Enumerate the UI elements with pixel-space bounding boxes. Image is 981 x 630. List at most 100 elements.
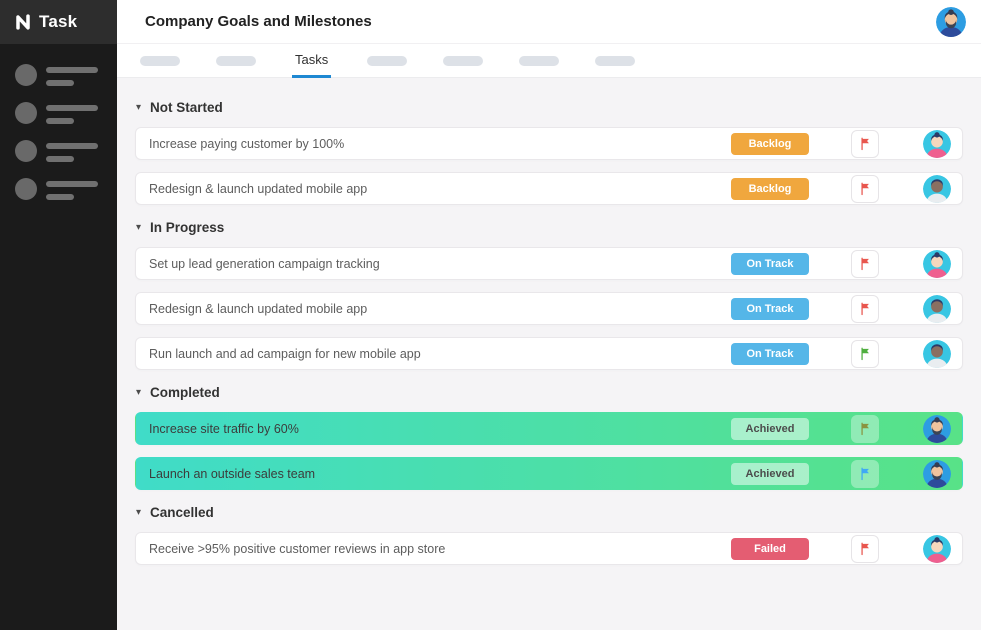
priority-flag-button[interactable] xyxy=(851,414,879,443)
task-row-actions: On Track xyxy=(731,339,951,368)
section-not-started: ▾ Not Started Increase paying customer by … xyxy=(135,100,963,205)
sidebar-item-text-placeholder xyxy=(46,64,98,86)
chevron-down-icon: ▾ xyxy=(136,506,142,518)
task-row[interactable]: Increase paying customer by 100% Backlog xyxy=(135,127,963,160)
chevron-down-icon: ▾ xyxy=(136,101,142,113)
flag-icon xyxy=(860,422,869,436)
tab-placeholder[interactable] xyxy=(595,55,636,66)
tab-placeholder[interactable] xyxy=(140,55,180,66)
task-title: Launch an outside sales team xyxy=(149,466,316,481)
person-avatar-icon xyxy=(923,459,951,488)
task-row[interactable]: Redesign & launch updated mobile app Back… xyxy=(135,172,963,205)
app-logo[interactable]: Task xyxy=(0,0,117,44)
sidebar-item-icon-placeholder xyxy=(15,140,37,162)
section-header-not-started[interactable]: ▾ Not Started xyxy=(136,100,963,115)
ntask-logo-icon xyxy=(16,14,30,30)
task-row[interactable]: Redesign & launch updated mobile app On T… xyxy=(135,292,963,325)
status-badge[interactable]: Backlog xyxy=(731,132,809,155)
person-avatar-icon xyxy=(923,174,951,203)
tab-placeholder[interactable] xyxy=(519,55,560,66)
priority-flag-button[interactable] xyxy=(851,174,879,203)
task-row[interactable]: Set up lead generation campaign tracking… xyxy=(135,247,963,280)
task-title: Increase paying customer by 100% xyxy=(149,136,345,151)
section-header-cancelled[interactable]: ▾ Cancelled xyxy=(136,505,963,520)
sidebar-item-icon-placeholder xyxy=(15,64,37,86)
flag-icon xyxy=(860,182,869,196)
priority-flag-button[interactable] xyxy=(851,459,879,488)
person-avatar-icon xyxy=(923,414,951,443)
assignee-avatar[interactable] xyxy=(923,414,951,443)
sidebar-item-text-placeholder xyxy=(46,178,98,200)
assignee-avatar[interactable] xyxy=(923,249,951,278)
sidebar-item-icon-placeholder xyxy=(15,102,37,124)
sidebar-item-placeholder[interactable] xyxy=(15,178,117,200)
task-title: Set up lead generation campaign tracking xyxy=(149,256,380,271)
section-label: In Progress xyxy=(150,220,225,235)
sidebar-item-icon-placeholder xyxy=(15,178,37,200)
priority-flag-button[interactable] xyxy=(851,294,879,323)
section-header-in-progress[interactable]: ▾ In Progress xyxy=(136,220,963,235)
user-avatar[interactable] xyxy=(936,6,966,37)
section-label: Not Started xyxy=(150,100,223,115)
task-title: Run launch and ad campaign for new mobil… xyxy=(149,346,421,361)
section-completed: ▾ Completed Increase site traffic by 60% Ac… xyxy=(135,385,963,490)
task-row[interactable]: Increase site traffic by 60% Achieved xyxy=(135,412,963,445)
person-avatar-icon xyxy=(923,534,951,563)
assignee-avatar[interactable] xyxy=(923,459,951,488)
status-badge[interactable]: On Track xyxy=(731,297,809,320)
person-avatar-icon xyxy=(923,249,951,278)
priority-flag-button[interactable] xyxy=(851,249,879,278)
assignee-avatar[interactable] xyxy=(923,294,951,323)
sidebar-item-placeholder[interactable] xyxy=(15,64,117,86)
status-badge[interactable]: On Track xyxy=(731,342,809,365)
section-label: Cancelled xyxy=(150,505,214,520)
task-title: Receive >95% positive customer reviews i… xyxy=(149,541,446,556)
person-avatar-icon xyxy=(936,6,966,37)
assignee-avatar[interactable] xyxy=(923,339,951,368)
sidebar-nav xyxy=(0,44,117,216)
task-row-actions: Achieved xyxy=(731,414,951,443)
flag-icon xyxy=(860,257,869,271)
page-title: Company Goals and Milestones xyxy=(145,13,372,30)
task-title: Redesign & launch updated mobile app xyxy=(149,181,368,196)
person-avatar-icon xyxy=(923,339,951,368)
main-panel: Company Goals and Milestones Tasks ▾ Not … xyxy=(117,0,981,630)
tab-tasks[interactable]: Tasks xyxy=(292,44,332,78)
priority-flag-button[interactable] xyxy=(851,339,879,368)
priority-flag-button[interactable] xyxy=(851,534,879,563)
page-header: Company Goals and Milestones xyxy=(117,0,981,44)
priority-flag-button[interactable] xyxy=(851,129,879,158)
task-row[interactable]: Run launch and ad campaign for new mobil… xyxy=(135,337,963,370)
task-row-actions: Achieved xyxy=(731,459,951,488)
section-cancelled: ▾ Cancelled Receive >95% positive customer… xyxy=(135,505,963,565)
flag-icon xyxy=(860,137,869,151)
status-badge[interactable]: Backlog xyxy=(731,177,809,200)
assignee-avatar[interactable] xyxy=(923,129,951,158)
task-row[interactable]: Receive >95% positive customer reviews i… xyxy=(135,532,963,565)
flag-icon xyxy=(860,467,869,481)
sidebar-item-placeholder[interactable] xyxy=(15,140,117,162)
person-avatar-icon xyxy=(923,129,951,158)
task-row-actions: Backlog xyxy=(731,174,951,203)
flag-icon xyxy=(860,302,869,316)
assignee-avatar[interactable] xyxy=(923,174,951,203)
flag-icon xyxy=(860,542,869,556)
tab-bar: Tasks xyxy=(117,44,981,78)
status-badge[interactable]: Achieved xyxy=(731,417,809,440)
sidebar-item-text-placeholder xyxy=(46,102,98,124)
status-badge[interactable]: Failed xyxy=(731,537,809,560)
logo-text: Task xyxy=(39,12,78,31)
tab-placeholder[interactable] xyxy=(367,55,408,66)
section-header-completed[interactable]: ▾ Completed xyxy=(136,385,963,400)
task-row[interactable]: Launch an outside sales team Achieved xyxy=(135,457,963,490)
sidebar-item-placeholder[interactable] xyxy=(15,102,117,124)
status-badge[interactable]: Achieved xyxy=(731,462,809,485)
tab-placeholder[interactable] xyxy=(216,55,256,66)
task-row-actions: Backlog xyxy=(731,129,951,158)
assignee-avatar[interactable] xyxy=(923,534,951,563)
status-badge[interactable]: On Track xyxy=(731,252,809,275)
tab-placeholder[interactable] xyxy=(443,55,484,66)
person-avatar-icon xyxy=(923,294,951,323)
chevron-down-icon: ▾ xyxy=(136,221,142,233)
task-row-actions: On Track xyxy=(731,294,951,323)
